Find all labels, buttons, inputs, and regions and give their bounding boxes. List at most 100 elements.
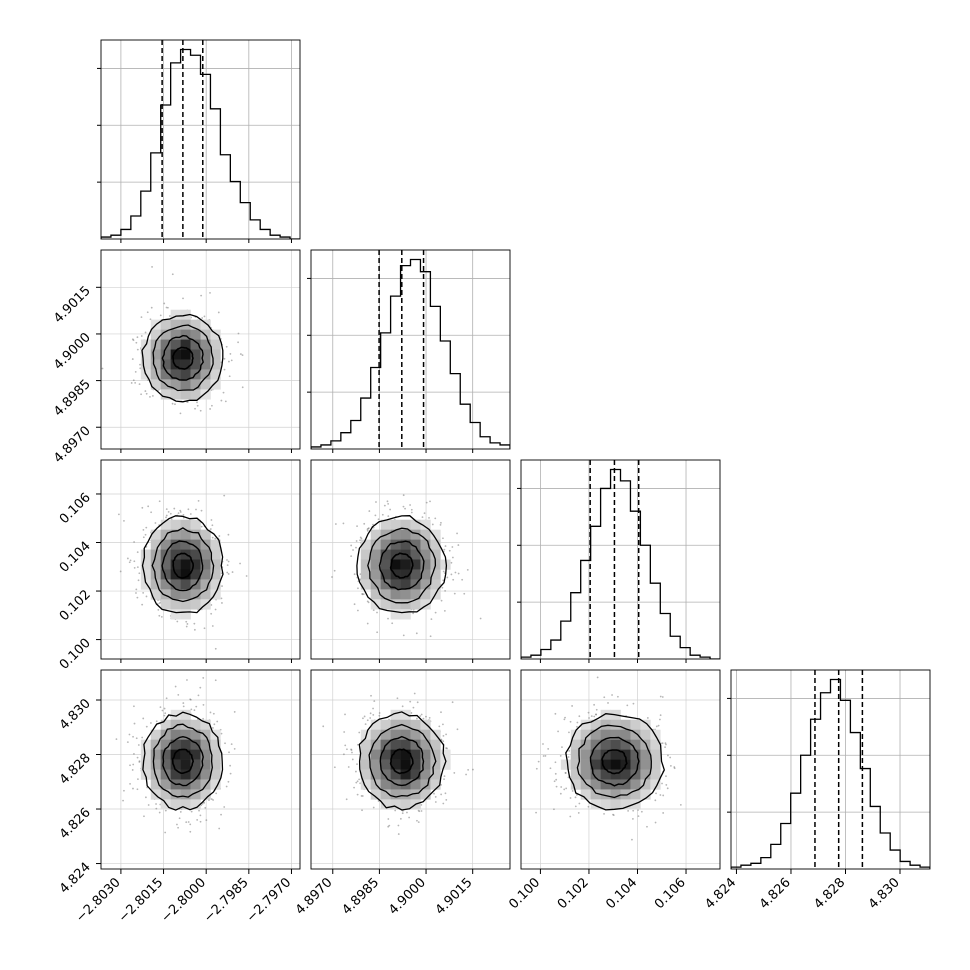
scatter-point bbox=[147, 804, 150, 806]
density-cell bbox=[640, 759, 651, 770]
scatter-point bbox=[361, 809, 363, 812]
density-cell bbox=[570, 729, 581, 740]
scatter-point bbox=[163, 707, 166, 710]
density-cell bbox=[150, 759, 161, 770]
scatter-point bbox=[126, 741, 129, 743]
scatter-point bbox=[448, 549, 451, 552]
density-cell bbox=[150, 779, 161, 790]
y-tick-label: 4.830 bbox=[57, 696, 94, 733]
density-cell bbox=[360, 749, 371, 760]
scatter-point bbox=[174, 403, 176, 406]
scatter-point bbox=[603, 812, 605, 815]
scatter-point bbox=[593, 715, 596, 718]
density-cell bbox=[180, 799, 191, 810]
density-cell bbox=[190, 769, 201, 780]
scatter-point bbox=[136, 348, 139, 351]
x-tick-label: 4.826 bbox=[757, 875, 794, 912]
density-cell bbox=[370, 549, 381, 560]
density-cell bbox=[390, 769, 401, 780]
scatter-point bbox=[165, 514, 168, 517]
density-cell bbox=[400, 719, 411, 730]
contour-level-4 bbox=[142, 711, 224, 811]
scatter-point bbox=[632, 809, 635, 812]
scatter-point bbox=[535, 811, 537, 814]
scatter-point bbox=[334, 523, 337, 525]
scatter-point bbox=[145, 725, 148, 728]
density-cell bbox=[630, 799, 641, 810]
scatter-point bbox=[169, 512, 172, 515]
scatter-point bbox=[133, 705, 135, 708]
y-tick-label: 0.104 bbox=[57, 539, 94, 576]
density-cell bbox=[400, 579, 411, 590]
scatter-point bbox=[445, 798, 448, 801]
density-cell bbox=[180, 779, 191, 790]
scatter-point bbox=[210, 519, 213, 521]
scatter-point bbox=[421, 516, 424, 519]
scatter-point bbox=[343, 731, 346, 733]
density-cell bbox=[170, 369, 181, 380]
density-panel-2-1 bbox=[100, 249, 301, 450]
scatter-point bbox=[132, 763, 135, 766]
scatter-point bbox=[164, 809, 167, 812]
density-cell bbox=[180, 339, 191, 350]
density-cell bbox=[360, 579, 371, 590]
scatter-point bbox=[231, 571, 234, 573]
density-cell bbox=[170, 309, 181, 320]
scatter-point bbox=[444, 792, 447, 795]
density-cell bbox=[390, 709, 401, 721]
scatter-point bbox=[220, 597, 223, 600]
density-cell bbox=[210, 749, 221, 760]
density-cell bbox=[410, 569, 421, 580]
panel-frame bbox=[310, 249, 511, 450]
scatter-point bbox=[626, 704, 629, 707]
density-cell bbox=[160, 349, 171, 360]
scatter-point bbox=[210, 612, 213, 615]
density-cell bbox=[580, 739, 591, 750]
scatter-point bbox=[228, 360, 230, 363]
scatter-point bbox=[189, 830, 192, 833]
scatter-point bbox=[631, 838, 633, 841]
density-cell bbox=[190, 559, 201, 570]
density-cell bbox=[600, 739, 611, 750]
scatter-point bbox=[369, 717, 372, 719]
y-tick-label: 4.8970 bbox=[51, 423, 94, 466]
scatter-point bbox=[189, 513, 192, 515]
scatter-point bbox=[357, 743, 359, 746]
scatter-point bbox=[204, 806, 207, 809]
scatter-point bbox=[417, 821, 420, 824]
density-cell bbox=[200, 759, 211, 770]
density-cell bbox=[620, 729, 631, 740]
scatter-point bbox=[374, 514, 377, 517]
density-cell bbox=[430, 549, 441, 560]
scatter-point bbox=[554, 772, 557, 775]
density-cell bbox=[180, 589, 191, 600]
scatter-point bbox=[410, 508, 413, 511]
scatter-point bbox=[199, 409, 202, 412]
scatter-point bbox=[443, 778, 445, 781]
density-cell bbox=[630, 759, 641, 770]
density-cell bbox=[190, 719, 201, 730]
scatter-point bbox=[190, 810, 193, 813]
density-cell bbox=[160, 359, 171, 370]
scatter-point bbox=[322, 725, 325, 728]
scatter-point bbox=[151, 266, 153, 268]
scatter-point bbox=[133, 541, 135, 543]
scatter-point bbox=[123, 519, 125, 522]
scatter-point bbox=[646, 825, 648, 828]
scatter-point bbox=[399, 817, 402, 820]
scatter-point bbox=[646, 717, 649, 719]
scatter-point bbox=[179, 511, 182, 513]
scatter-point bbox=[441, 586, 444, 589]
contour-level-4 bbox=[358, 711, 447, 811]
scatter-point bbox=[228, 751, 230, 754]
scatter-point bbox=[576, 725, 578, 728]
scatter-point bbox=[404, 507, 406, 510]
density-cell bbox=[610, 759, 621, 770]
scatter-point bbox=[179, 412, 182, 415]
density-cell bbox=[170, 339, 181, 350]
density-cell bbox=[170, 559, 181, 570]
scatter-point bbox=[225, 345, 228, 348]
scatter-point bbox=[131, 769, 134, 771]
scatter-point bbox=[138, 383, 141, 386]
